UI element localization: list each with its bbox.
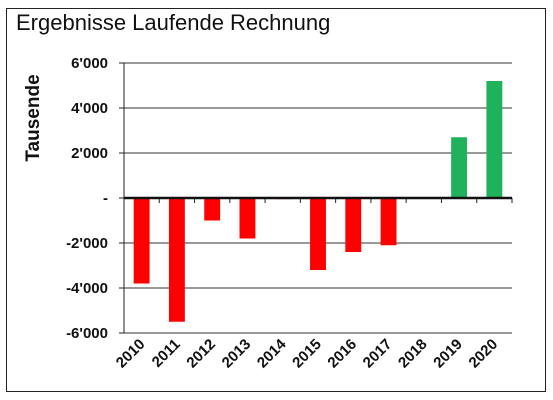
x-tick-label: 2016: [324, 336, 360, 372]
chart-title: Ergebnisse Laufende Rechnung: [16, 10, 331, 35]
x-tick-label: 2015: [289, 336, 325, 372]
x-tick-label: 2010: [113, 336, 149, 372]
bar-2012: [204, 198, 221, 221]
bar-2020: [486, 81, 503, 198]
bar-2016: [345, 198, 362, 252]
y-tick-label: 6'000: [71, 55, 108, 72]
bar-2013: [239, 198, 256, 239]
y-tick-label: -2'000: [66, 235, 108, 252]
bar-2019: [451, 137, 468, 198]
bar-2011: [168, 198, 185, 322]
x-tick-label: 2013: [219, 336, 255, 372]
bar-layer: [133, 81, 503, 322]
chart-frame: [6, 8, 546, 392]
y-tick-label: 2'000: [71, 145, 108, 162]
bar-2017: [380, 198, 397, 246]
y-tick-label: 4'000: [71, 100, 108, 117]
x-tick-label: 2014: [254, 335, 290, 371]
y-tick-label: -4'000: [66, 280, 108, 297]
x-tick-label: 2019: [430, 336, 466, 372]
x-tick-label: 2017: [360, 336, 396, 372]
x-tick-label: 2012: [183, 336, 219, 372]
x-tick-label: 2020: [466, 336, 502, 372]
x-tick-label: 2011: [149, 336, 184, 371]
y-tick-label: -: [103, 190, 108, 207]
y-tick-label: -6'000: [66, 325, 108, 342]
axis-layer: [119, 62, 513, 334]
x-tick-label: 2018: [395, 336, 431, 372]
bar-2015: [310, 198, 326, 270]
y-axis-label: Tausende: [23, 74, 44, 161]
bar-2010: [133, 198, 150, 284]
